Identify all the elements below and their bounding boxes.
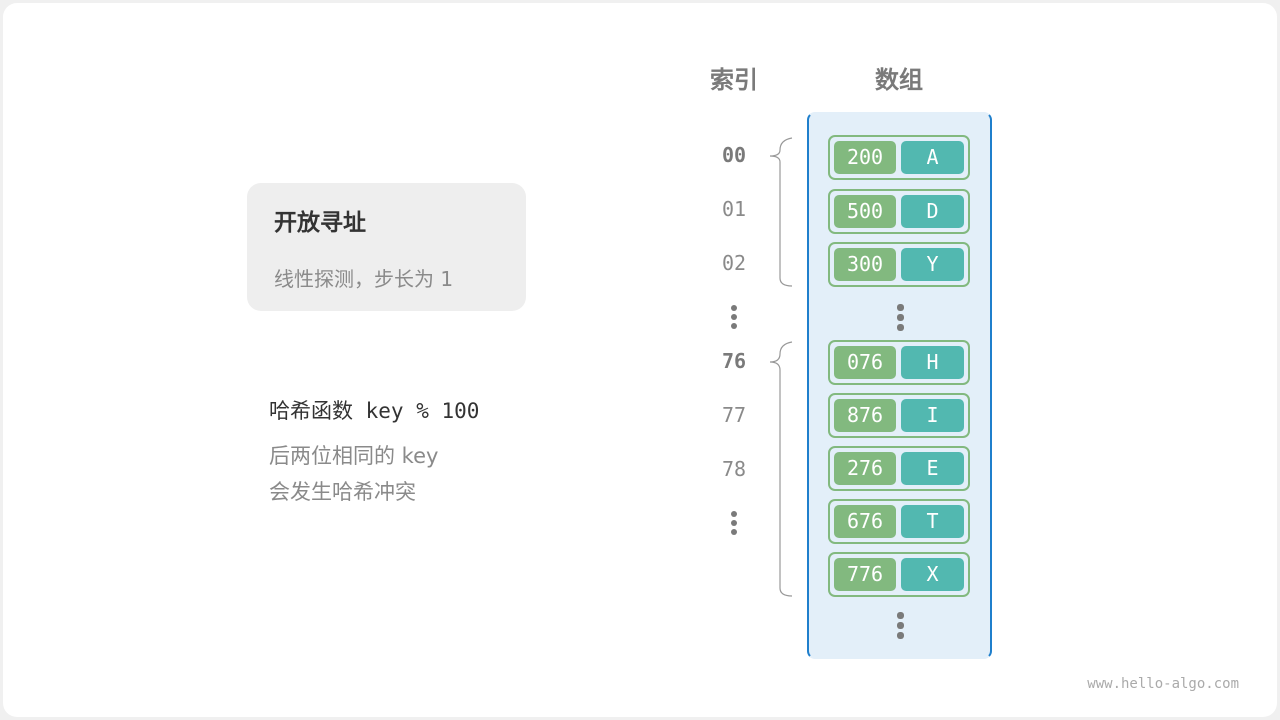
bucket: 876 I bbox=[828, 393, 970, 438]
box-subtitle: 线性探测，步长为 1 bbox=[274, 267, 454, 291]
brace-bottom bbox=[769, 341, 793, 597]
bucket-value: I bbox=[901, 399, 964, 432]
index-label: 78 bbox=[721, 457, 747, 481]
bucket-key: 676 bbox=[834, 505, 896, 538]
index-header: 索引 bbox=[710, 66, 758, 94]
watermark: www.hello-algo.com bbox=[1087, 676, 1239, 692]
bucket-value: T bbox=[901, 505, 964, 538]
bucket-key: 500 bbox=[834, 195, 896, 228]
bucket: 776 X bbox=[828, 552, 970, 597]
bucket-key: 300 bbox=[834, 248, 896, 281]
bucket-value: H bbox=[901, 346, 964, 379]
collision-note-line1: 后两位相同的 key bbox=[269, 444, 439, 468]
bucket-value: E bbox=[901, 452, 964, 485]
index-label: 01 bbox=[721, 197, 747, 221]
bucket-key: 276 bbox=[834, 452, 896, 485]
canvas bbox=[3, 3, 1277, 717]
hash-function-note: 哈希函数 key % 100 bbox=[269, 399, 480, 423]
ellipsis-icon bbox=[897, 612, 904, 642]
index-label: 77 bbox=[721, 403, 747, 427]
collision-note-line2: 会发生哈希冲突 bbox=[269, 480, 416, 504]
bucket: 276 E bbox=[828, 446, 970, 491]
open-addressing-box: 开放寻址 线性探测，步长为 1 bbox=[247, 183, 526, 311]
bucket: 076 H bbox=[828, 340, 970, 385]
bucket: 200 A bbox=[828, 135, 970, 180]
bucket: 676 T bbox=[828, 499, 970, 544]
box-title: 开放寻址 bbox=[274, 210, 366, 236]
ellipsis-icon bbox=[731, 511, 737, 538]
braces bbox=[769, 137, 793, 597]
bucket: 300 Y bbox=[828, 242, 970, 287]
ellipsis-icon bbox=[897, 304, 904, 334]
bucket-key: 200 bbox=[834, 141, 896, 174]
bucket-value: A bbox=[901, 141, 964, 174]
array-header: 数组 bbox=[875, 66, 923, 94]
collision-note: 后两位相同的 key 会发生哈希冲突 bbox=[269, 438, 438, 510]
brace-top bbox=[769, 137, 793, 287]
index-label: 76 bbox=[721, 349, 747, 373]
bucket-value: X bbox=[901, 558, 964, 591]
bucket-key: 076 bbox=[834, 346, 896, 379]
bucket-value: Y bbox=[901, 248, 964, 281]
index-label: 02 bbox=[721, 251, 747, 275]
bucket-key: 776 bbox=[834, 558, 896, 591]
bucket-value: D bbox=[901, 195, 964, 228]
bucket-key: 876 bbox=[834, 399, 896, 432]
ellipsis-icon bbox=[731, 305, 737, 332]
index-label: 00 bbox=[721, 143, 747, 167]
bucket: 500 D bbox=[828, 189, 970, 234]
